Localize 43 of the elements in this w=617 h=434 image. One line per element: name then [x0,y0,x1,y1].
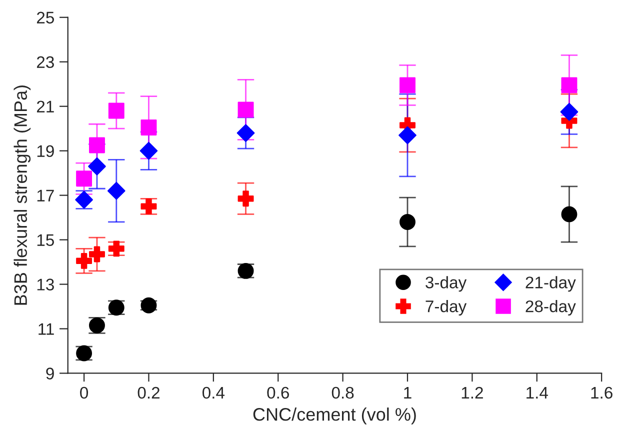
point [561,206,578,222]
legend-label: 21-day [526,276,576,292]
x-tick-label: 1.2 [462,386,483,399]
point [560,102,578,121]
y-tick-label: 19 [37,145,54,158]
x-tick-label: 1.4 [526,387,548,399]
y-tick-label: 11 [38,323,54,335]
point [76,252,92,269]
point [400,214,416,230]
legend-label: 3-day [426,276,467,292]
x-tick-label: 1.6 [591,386,612,399]
y-tick-label: 9 [46,368,54,380]
y-tick-label: 13 [37,278,54,290]
y-tick-label: 21 [36,100,54,112]
point [400,77,416,94]
y-tick-label: 25 [36,12,54,24]
x-axis-title: CNC/cement (vol %) [253,408,416,424]
y-tick-label: 23 [36,56,54,68]
y-tick-label: 15 [37,234,54,246]
point [89,137,105,154]
point [140,119,157,136]
point [108,102,124,119]
point [88,157,106,176]
point [140,297,157,314]
point [89,246,105,262]
x-tick-label: 0.2 [138,386,160,399]
legend-label: 7-day [426,300,467,316]
point [236,124,255,142]
point [238,190,254,207]
x-tick-label: 0.8 [332,386,354,399]
x-tick-label: 1 [404,387,412,399]
y-tick-label: 17 [37,190,54,202]
point [238,102,254,118]
point [76,170,92,187]
point [107,182,126,200]
point [398,126,416,144]
x-tick-label: 0.6 [267,386,289,399]
x-tick-label: 0.4 [202,386,225,399]
y-axis-title: B3B flexural strength (MPa) [14,86,31,305]
legend-label: 28-day [526,300,576,316]
point [140,142,158,160]
x-tick-label: 0 [80,386,88,399]
point [561,77,578,94]
